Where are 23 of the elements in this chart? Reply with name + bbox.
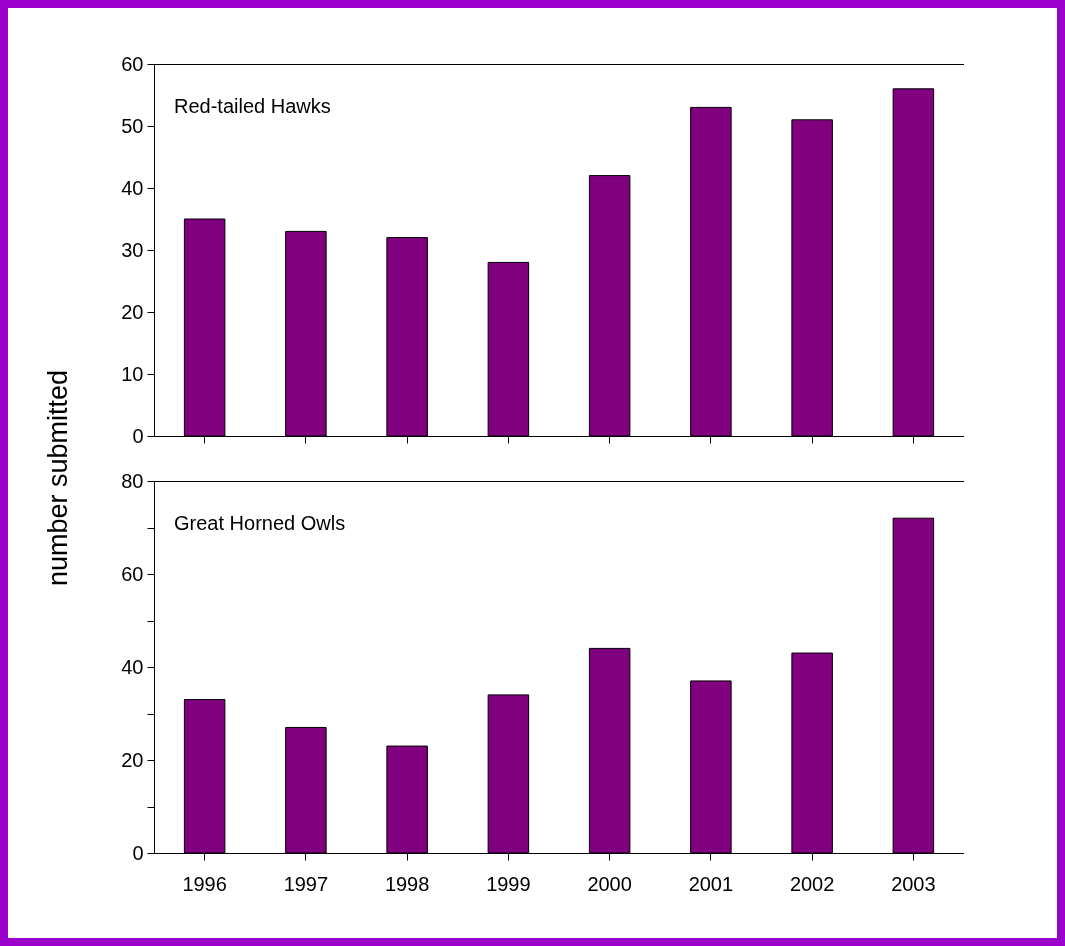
y-axis-title: number submitted [42, 369, 74, 587]
y-tick-label: 40 [121, 655, 144, 678]
y-tick-label: 30 [121, 238, 144, 261]
y-tick-label: 10 [121, 362, 144, 385]
x-tick-label: 1997 [283, 872, 329, 895]
y-tick-label: 20 [121, 748, 144, 771]
y-tick-label: 50 [121, 114, 144, 137]
x-tick-label: 1999 [486, 872, 531, 895]
text: Great Horned Owls [174, 512, 346, 534]
y-tick-label: 80 [121, 469, 144, 492]
x-tick-label: 2002 [789, 872, 835, 895]
x-tick-label: 1998 [384, 872, 430, 895]
x-tick-label: 2000 [587, 872, 632, 895]
y-tick-label: 20 [121, 300, 144, 323]
x-tick-label: 2003 [891, 872, 936, 895]
y-tick-label: 60 [121, 562, 144, 585]
y-tick-label: 60 [121, 52, 144, 75]
y-tick-label: 0 [132, 424, 144, 447]
y-tick-label: 40 [121, 176, 144, 199]
x-tick-label: 1996 [182, 872, 227, 895]
x-tick-label: 2001 [688, 872, 734, 895]
y-tick-label: 0 [132, 841, 144, 864]
text: Red-tailed Hawks [174, 95, 331, 117]
